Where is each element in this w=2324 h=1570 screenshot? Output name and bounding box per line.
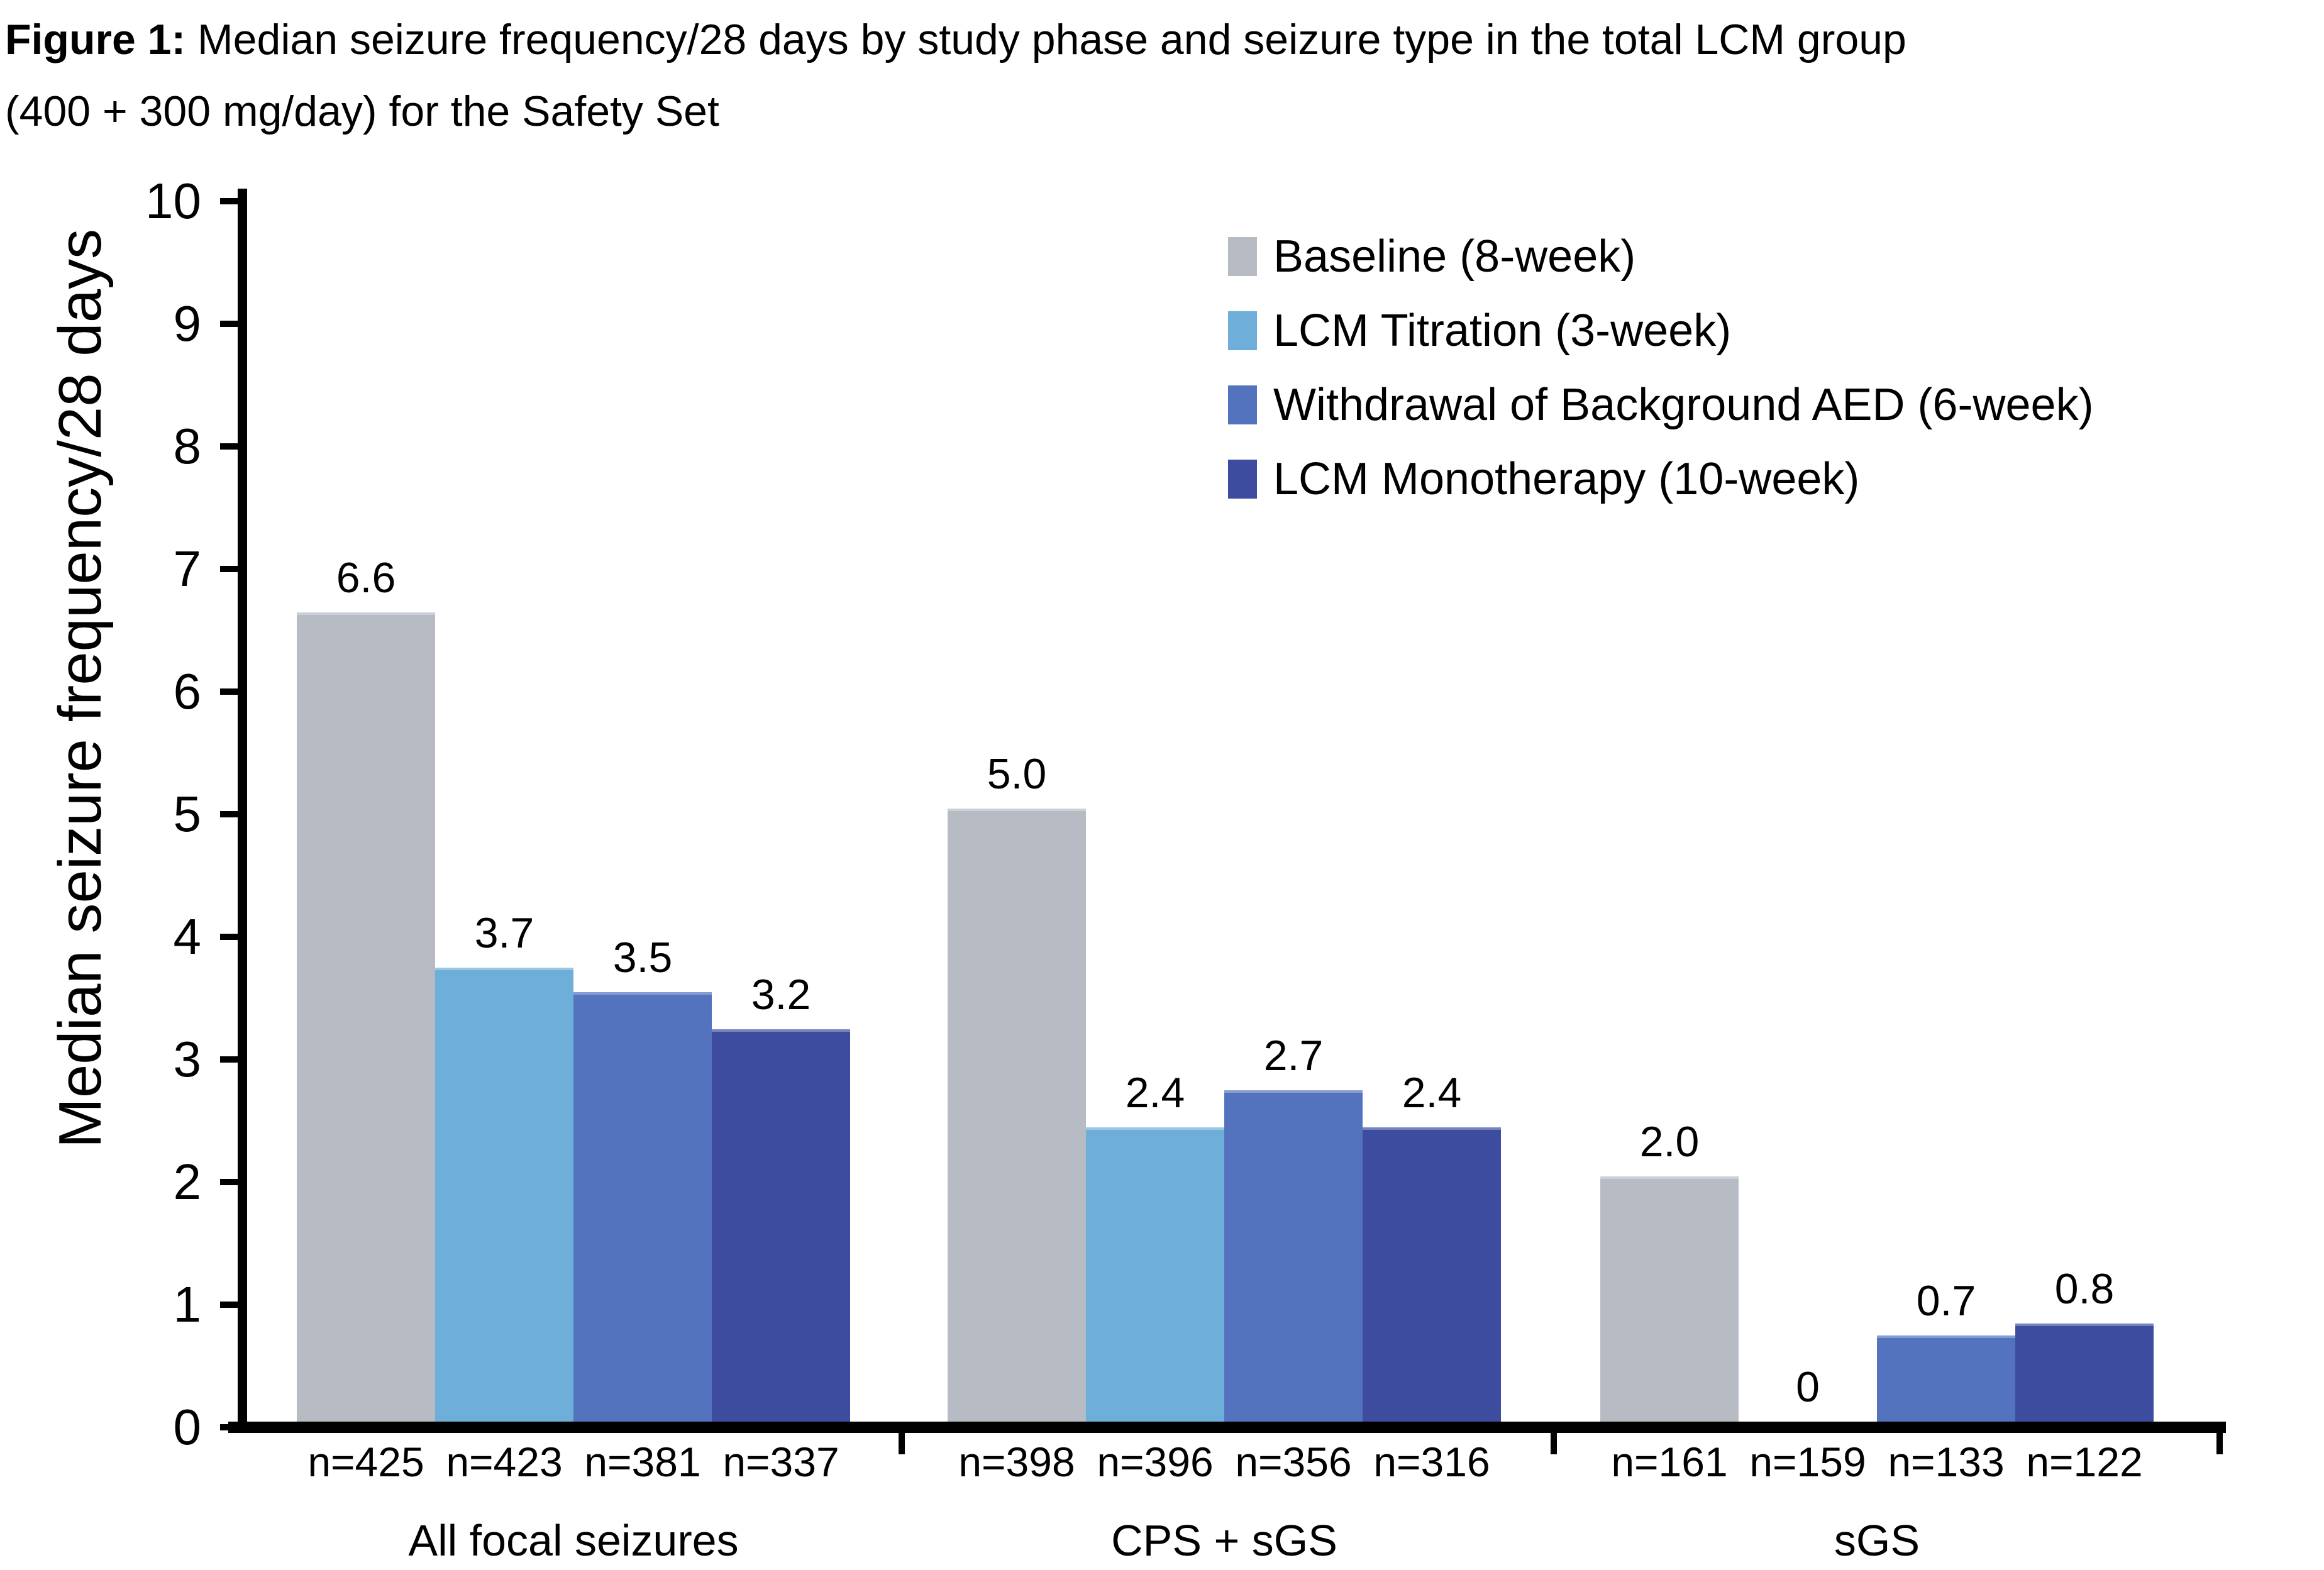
- y-axis-tick-label: 0: [173, 1399, 202, 1455]
- bar-value-label: 2.0: [1639, 1118, 1700, 1166]
- bar-value-label: 2.7: [1263, 1032, 1324, 1080]
- y-axis-tick-label: 7: [173, 541, 202, 597]
- legend-label: Withdrawal of Background AED (6-week): [1273, 380, 2094, 430]
- category-label: sGS: [1834, 1516, 1920, 1565]
- figure-number-label: Figure 1:: [5, 16, 186, 64]
- y-axis-tick-label: 1: [173, 1276, 202, 1332]
- bar-n-label: n=398: [958, 1439, 1075, 1485]
- bar-n-label: n=396: [1097, 1439, 1214, 1485]
- bar-value-label: 3.5: [612, 934, 673, 981]
- x-axis-category-tick: [899, 1433, 905, 1454]
- bar: [573, 992, 712, 1422]
- legend-item: Baseline (8-week): [1228, 231, 1635, 282]
- y-axis-tick-label: 4: [173, 909, 202, 965]
- legend-swatch: [1228, 237, 1257, 276]
- x-axis-category-tick: [1551, 1433, 1557, 1454]
- legend-swatch: [1228, 460, 1257, 499]
- figure-title-line2: (400 + 300 mg/day) for the Safety Set: [5, 87, 719, 135]
- bar-n-label: n=381: [584, 1439, 701, 1485]
- bar-value-label: 0.8: [2054, 1265, 2115, 1313]
- bar: [2015, 1324, 2154, 1422]
- y-axis-tick: [220, 688, 238, 695]
- bar-value-label: 2.4: [1125, 1069, 1185, 1117]
- bar: [297, 612, 435, 1422]
- bar-n-label: n=316: [1373, 1439, 1490, 1485]
- legend-item: LCM Monotherapy (10-week): [1228, 454, 1859, 504]
- y-axis-tick: [220, 811, 238, 817]
- y-axis-tick: [220, 566, 238, 572]
- legend-item: LCM Titration (3-week): [1228, 306, 1731, 356]
- y-axis-tick: [220, 443, 238, 450]
- bar: [1224, 1090, 1363, 1422]
- legend-label: LCM Titration (3-week): [1273, 306, 1732, 356]
- y-axis-tick-label: 5: [173, 786, 202, 842]
- bar-n-label: n=337: [722, 1439, 839, 1485]
- bar: [712, 1029, 850, 1422]
- y-axis-tick-label: 6: [173, 663, 202, 719]
- bar: [1877, 1335, 2015, 1422]
- figure-title-line1: Median seizure frequency/28 days by stud…: [185, 16, 1906, 64]
- bar: [948, 809, 1086, 1422]
- bar-n-label: n=122: [2026, 1439, 2143, 1485]
- y-axis-tick-label: 3: [173, 1031, 202, 1087]
- y-axis-tick-label: 10: [145, 173, 201, 229]
- bar-n-label: n=159: [1749, 1439, 1866, 1485]
- bar: [1086, 1127, 1224, 1422]
- bar-value-label: 3.2: [751, 971, 811, 1019]
- legend-swatch: [1228, 311, 1257, 350]
- legend-item: Withdrawal of Background AED (6-week): [1228, 380, 2094, 430]
- bar-n-label: n=133: [1888, 1439, 2005, 1485]
- bar-value-label: 0.7: [1916, 1277, 1976, 1325]
- figure-title: Figure 1: Median seizure frequency/28 da…: [5, 4, 2320, 147]
- bar-n-label: n=425: [307, 1439, 424, 1485]
- y-axis-tick-label: 9: [173, 296, 202, 351]
- legend-swatch: [1228, 385, 1257, 424]
- x-axis-category-tick: [2216, 1433, 2223, 1454]
- bar-value-label: 6.6: [336, 554, 396, 602]
- bar: [1600, 1176, 1739, 1422]
- bar-value-label: 0: [1796, 1363, 1820, 1411]
- bar-value-label: 3.7: [474, 909, 534, 957]
- bar: [1363, 1127, 1501, 1422]
- category-label: All focal seizures: [408, 1516, 739, 1565]
- bar-n-label: n=423: [446, 1439, 563, 1485]
- category-label: CPS + sGS: [1111, 1516, 1337, 1565]
- y-axis-tick-label: 2: [173, 1154, 202, 1210]
- bar-value-label: 5.0: [987, 750, 1047, 798]
- y-axis-tick: [220, 198, 238, 204]
- y-axis-tick: [220, 321, 238, 327]
- legend-label: LCM Monotherapy (10-week): [1273, 454, 1860, 504]
- legend-label: Baseline (8-week): [1273, 231, 1636, 282]
- y-axis-tick: [220, 1302, 238, 1308]
- y-axis-tick: [220, 1056, 238, 1063]
- y-axis-tick-label: 8: [173, 418, 202, 474]
- y-axis-line: [238, 189, 247, 1433]
- bar: [435, 968, 573, 1422]
- bar-value-label: 2.4: [1402, 1069, 1462, 1117]
- bar-n-label: n=356: [1235, 1439, 1352, 1485]
- y-axis-tick: [220, 1424, 238, 1430]
- y-axis-tick: [220, 934, 238, 940]
- x-axis-line: [228, 1422, 2226, 1433]
- bar-n-label: n=161: [1611, 1439, 1728, 1485]
- y-axis-tick: [220, 1179, 238, 1185]
